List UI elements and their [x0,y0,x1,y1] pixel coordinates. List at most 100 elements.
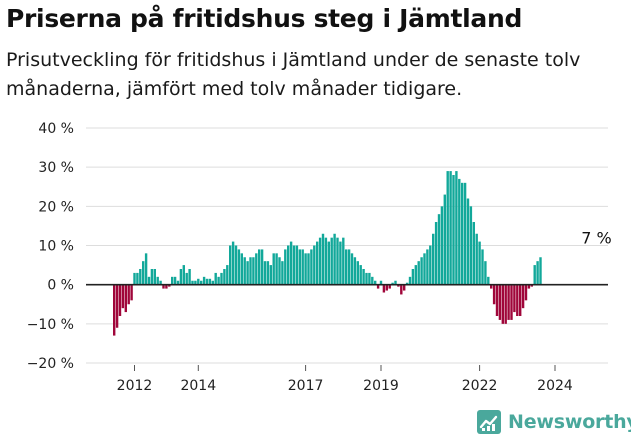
x-tick-label: 2014 [180,378,216,394]
bar [356,261,359,285]
bar [130,284,133,301]
bar [521,284,525,309]
x-tick-label: 2017 [288,378,324,394]
bar [530,284,533,287]
bar [168,284,171,287]
bar [162,284,165,289]
bar [405,282,409,285]
bar [368,272,371,285]
bar [316,241,319,285]
grid-lines [86,127,608,364]
bar [324,237,328,285]
bar [507,284,510,320]
bar [469,206,473,285]
bar [417,261,420,285]
bar [345,249,348,285]
bar [461,182,464,285]
bar [220,272,223,285]
bar [458,178,461,285]
bar [121,284,125,309]
x-tick-label: 2024 [537,378,573,394]
bar [414,265,417,285]
bar [336,237,339,285]
bar [249,257,252,285]
bar [362,269,365,285]
bar [342,237,345,285]
bar [191,280,194,285]
bar [434,222,438,285]
chart-subtitle: Prisutveckling för fritidshus i Jämtland… [6,49,581,100]
bar [263,261,267,285]
bar [498,284,502,320]
bar [243,257,246,285]
bar [217,276,220,285]
bar [136,272,139,285]
bar [115,284,119,328]
bar [231,241,235,285]
bar [510,284,513,320]
bar [179,269,183,285]
bar [527,284,531,289]
bar [475,233,478,285]
bar [165,284,168,289]
bar [403,284,406,291]
bar [472,222,475,285]
bar [159,280,162,285]
bar [144,253,148,285]
bar [153,269,156,285]
bar [171,276,174,285]
bar [429,245,432,285]
bar [278,257,281,285]
bar [382,284,386,293]
bar [200,280,203,285]
bar [321,233,325,285]
bar [443,194,446,285]
annotation: 7 % [581,228,611,247]
y-tick-label: −10 % [27,317,74,333]
y-tick-label: 10 % [38,239,74,255]
bar [492,284,496,305]
bar [229,245,232,285]
bar [466,198,470,285]
bar [411,269,415,285]
bars [113,171,542,336]
bar [449,171,452,285]
bar [127,284,130,305]
bar [275,253,278,285]
bar [501,284,504,324]
bar [504,284,507,324]
bar [353,257,357,285]
bar [194,280,197,285]
annotation-label: 7 % [581,228,611,247]
x-tick-label: 2019 [363,378,399,394]
bar [113,284,116,336]
y-axis-labels: −20 % −10 % 0 % 10 % 20 % 30 % 40 % [27,121,74,372]
bar [394,280,397,285]
bar [350,253,354,285]
bar [490,284,493,289]
x-tick-label: 2012 [117,378,153,394]
bar [533,265,536,285]
bar [124,284,127,313]
bar [408,276,412,285]
bar [246,261,249,285]
bar [536,261,539,285]
bar [205,278,209,285]
bar [539,257,542,285]
x-tick-label: 2022 [462,378,498,394]
bar [240,253,243,285]
bar [426,249,429,285]
bar [313,245,316,285]
newsworthy-logo: Newsworthy [476,407,631,437]
bar [376,284,380,289]
bar [400,284,403,295]
bar [455,171,458,285]
bar [197,278,200,285]
bar [266,261,270,285]
bar [202,276,206,285]
bar [182,265,185,285]
bar [307,253,310,285]
bar [260,249,264,285]
bar [310,249,313,285]
bar [295,245,299,285]
